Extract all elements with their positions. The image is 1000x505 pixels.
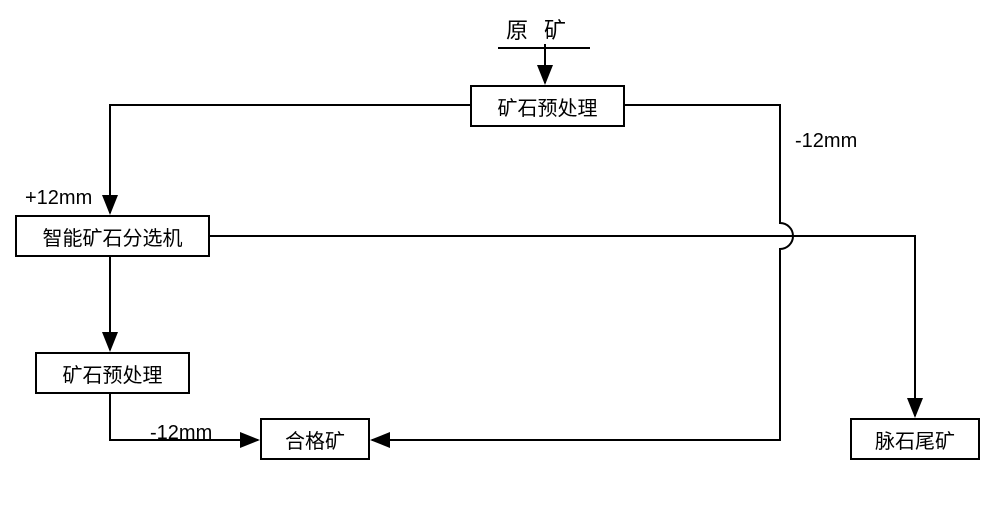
plus12-text: +12mm	[25, 187, 92, 209]
minus12-right-text: -12mm	[795, 130, 857, 152]
start-node: 原矿	[498, 13, 590, 49]
edge-sorter-tailings	[210, 236, 915, 416]
tailings-node: 脉石尾矿	[850, 418, 980, 460]
minus12-right-label: -12mm	[795, 130, 857, 153]
qualified-node: 合格矿	[260, 418, 370, 460]
start-label-text: 原矿	[506, 18, 582, 43]
pretreat1-node: 矿石预处理	[470, 85, 625, 127]
pretreat2-node: 矿石预处理	[35, 352, 190, 394]
qualified-label: 合格矿	[285, 425, 345, 454]
minus12-left-label: -12mm	[150, 422, 212, 445]
pretreat2-label: 矿石预处理	[63, 359, 163, 388]
plus12-label: +12mm	[25, 187, 92, 210]
edge-pretreat1-sorter	[110, 105, 470, 213]
minus12-left-text: -12mm	[150, 422, 212, 444]
tailings-label: 脉石尾矿	[875, 425, 955, 454]
sorter-label: 智能矿石分选机	[43, 222, 183, 251]
edge-pretreat1-qualified	[372, 105, 793, 440]
pretreat1-label: 矿石预处理	[498, 92, 598, 121]
sorter-node: 智能矿石分选机	[15, 215, 210, 257]
